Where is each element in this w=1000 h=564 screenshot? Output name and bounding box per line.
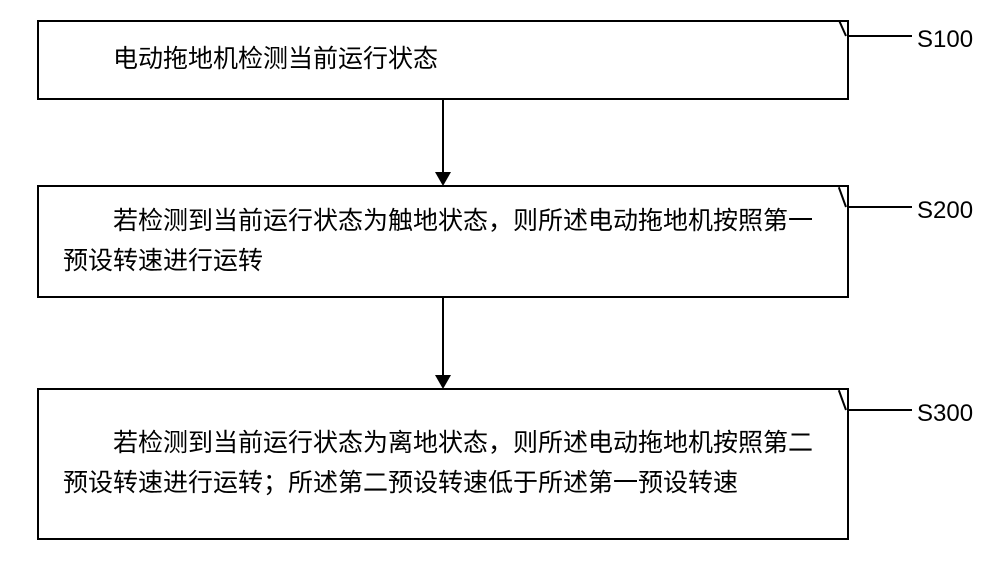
node-text: 若检测到当前运行状态为离地状态，则所述电动拖地机按照第二预设转速进行运转；所述第… bbox=[63, 424, 823, 504]
arrow-shaft bbox=[442, 100, 444, 174]
arrow-shaft bbox=[442, 298, 444, 377]
node-label-s200: S200 bbox=[917, 197, 973, 225]
flowchart-container: 电动拖地机检测当前运行状态 S100 若检测到当前运行状态为触地状态，则所述电动… bbox=[0, 0, 1000, 564]
leader-line bbox=[849, 206, 912, 208]
node-text: 电动拖地机检测当前运行状态 bbox=[63, 40, 823, 80]
flowchart-node-s300: 若检测到当前运行状态为离地状态，则所述电动拖地机按照第二预设转速进行运转；所述第… bbox=[37, 388, 849, 540]
arrowhead-down-icon bbox=[435, 172, 451, 186]
arrowhead-down-icon bbox=[435, 375, 451, 389]
flowchart-node-s200: 若检测到当前运行状态为触地状态，则所述电动拖地机按照第一预设转速进行运转 bbox=[37, 185, 849, 298]
node-text: 若检测到当前运行状态为触地状态，则所述电动拖地机按照第一预设转速进行运转 bbox=[63, 202, 823, 282]
flowchart-node-s100: 电动拖地机检测当前运行状态 bbox=[37, 20, 849, 100]
leader-line bbox=[849, 35, 912, 37]
node-label-s300: S300 bbox=[917, 400, 973, 428]
node-label-s100: S100 bbox=[917, 26, 973, 54]
leader-line bbox=[849, 409, 912, 411]
